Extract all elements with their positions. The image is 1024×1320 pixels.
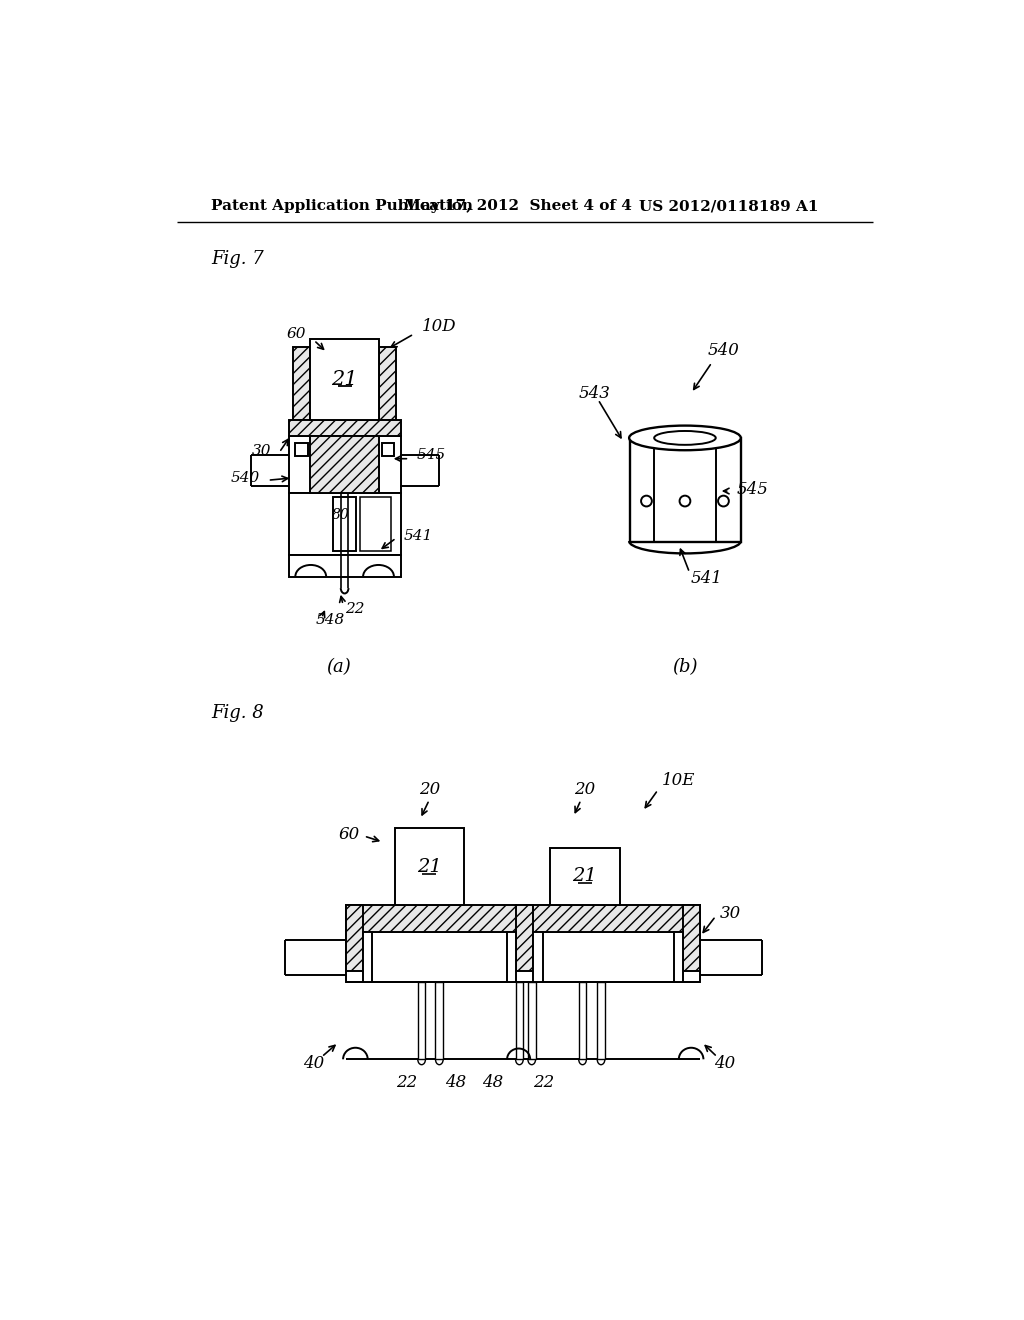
Text: 30: 30 xyxy=(720,904,740,921)
Text: May 17, 2012  Sheet 4 of 4: May 17, 2012 Sheet 4 of 4 xyxy=(403,199,632,213)
Text: 21: 21 xyxy=(417,858,441,875)
Bar xyxy=(534,932,543,982)
Bar xyxy=(346,932,700,982)
Circle shape xyxy=(641,496,652,507)
Text: 545: 545 xyxy=(417,447,446,462)
Text: 80: 80 xyxy=(332,508,349,521)
Text: 20: 20 xyxy=(419,781,440,799)
Bar xyxy=(579,982,587,1059)
Bar xyxy=(630,438,741,543)
Text: 541: 541 xyxy=(403,529,433,543)
Bar xyxy=(507,932,516,982)
Text: 20: 20 xyxy=(574,781,596,799)
Text: (b): (b) xyxy=(672,657,697,676)
Bar xyxy=(674,932,683,982)
Text: 540: 540 xyxy=(230,471,260,484)
Text: 21: 21 xyxy=(332,370,357,389)
Bar xyxy=(346,906,700,932)
Bar xyxy=(550,847,620,906)
Text: Fig. 7: Fig. 7 xyxy=(211,249,264,268)
Bar xyxy=(293,347,310,420)
Bar xyxy=(310,339,379,420)
Bar xyxy=(418,982,425,1059)
Bar xyxy=(597,982,605,1059)
Bar xyxy=(435,982,443,1059)
Bar xyxy=(379,347,396,420)
Text: 30: 30 xyxy=(252,444,271,458)
Bar xyxy=(333,498,356,552)
Text: US 2012/0118189 A1: US 2012/0118189 A1 xyxy=(639,199,818,213)
Ellipse shape xyxy=(654,432,716,445)
Bar xyxy=(289,494,400,554)
Text: 540: 540 xyxy=(708,342,740,359)
Text: 22: 22 xyxy=(345,602,365,616)
Bar xyxy=(515,982,523,1059)
Bar xyxy=(289,554,400,577)
Text: 60: 60 xyxy=(287,327,306,341)
Bar xyxy=(394,829,464,906)
Text: 48: 48 xyxy=(444,1074,466,1090)
Text: 541: 541 xyxy=(691,569,723,586)
Bar xyxy=(346,906,364,970)
Bar xyxy=(683,906,700,970)
Text: 21: 21 xyxy=(572,867,597,884)
Text: 10D: 10D xyxy=(422,318,457,335)
Text: 22: 22 xyxy=(395,1074,417,1090)
Bar xyxy=(516,906,534,970)
Text: 40: 40 xyxy=(303,1055,325,1072)
Text: 60: 60 xyxy=(339,826,360,843)
Bar xyxy=(289,420,400,436)
Text: (a): (a) xyxy=(326,657,351,676)
Text: 545: 545 xyxy=(736,480,768,498)
Bar xyxy=(360,498,391,552)
Text: 22: 22 xyxy=(532,1074,554,1090)
Text: 543: 543 xyxy=(579,384,610,401)
Text: 48: 48 xyxy=(482,1074,503,1090)
Bar xyxy=(295,444,307,455)
Text: 10E: 10E xyxy=(662,772,695,789)
Text: Patent Application Publication: Patent Application Publication xyxy=(211,199,473,213)
Bar xyxy=(310,436,379,494)
Circle shape xyxy=(680,496,690,507)
Ellipse shape xyxy=(629,425,740,450)
Bar xyxy=(364,932,373,982)
Bar xyxy=(382,444,394,455)
Bar xyxy=(289,436,400,494)
Text: Fig. 8: Fig. 8 xyxy=(211,704,264,722)
Circle shape xyxy=(718,496,729,507)
Text: 548: 548 xyxy=(315,614,345,627)
Text: 40: 40 xyxy=(715,1055,735,1072)
Bar xyxy=(528,982,536,1059)
